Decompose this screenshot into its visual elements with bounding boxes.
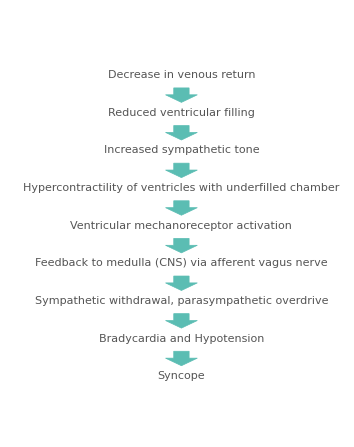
Polygon shape: [166, 201, 197, 215]
Polygon shape: [166, 276, 197, 291]
Text: Hypercontractility of ventricles with underfilled chamber: Hypercontractility of ventricles with un…: [23, 183, 339, 193]
Polygon shape: [166, 351, 197, 366]
Text: Decrease in venous return: Decrease in venous return: [108, 70, 255, 80]
Text: Sympathetic withdrawal, parasympathetic overdrive: Sympathetic withdrawal, parasympathetic …: [35, 296, 328, 306]
Polygon shape: [166, 238, 197, 253]
Text: Feedback to medulla (CNS) via afferent vagus nerve: Feedback to medulla (CNS) via afferent v…: [35, 258, 328, 268]
Text: Bradycardia and Hypotension: Bradycardia and Hypotension: [99, 333, 264, 344]
Polygon shape: [166, 88, 197, 102]
Text: Syncope: Syncope: [158, 371, 205, 381]
Text: Ventricular mechanoreceptor activation: Ventricular mechanoreceptor activation: [70, 221, 292, 231]
Text: Increased sympathetic tone: Increased sympathetic tone: [104, 145, 259, 156]
Polygon shape: [166, 314, 197, 328]
Text: Reduced ventricular filling: Reduced ventricular filling: [108, 108, 255, 118]
Polygon shape: [166, 126, 197, 140]
Polygon shape: [166, 163, 197, 177]
